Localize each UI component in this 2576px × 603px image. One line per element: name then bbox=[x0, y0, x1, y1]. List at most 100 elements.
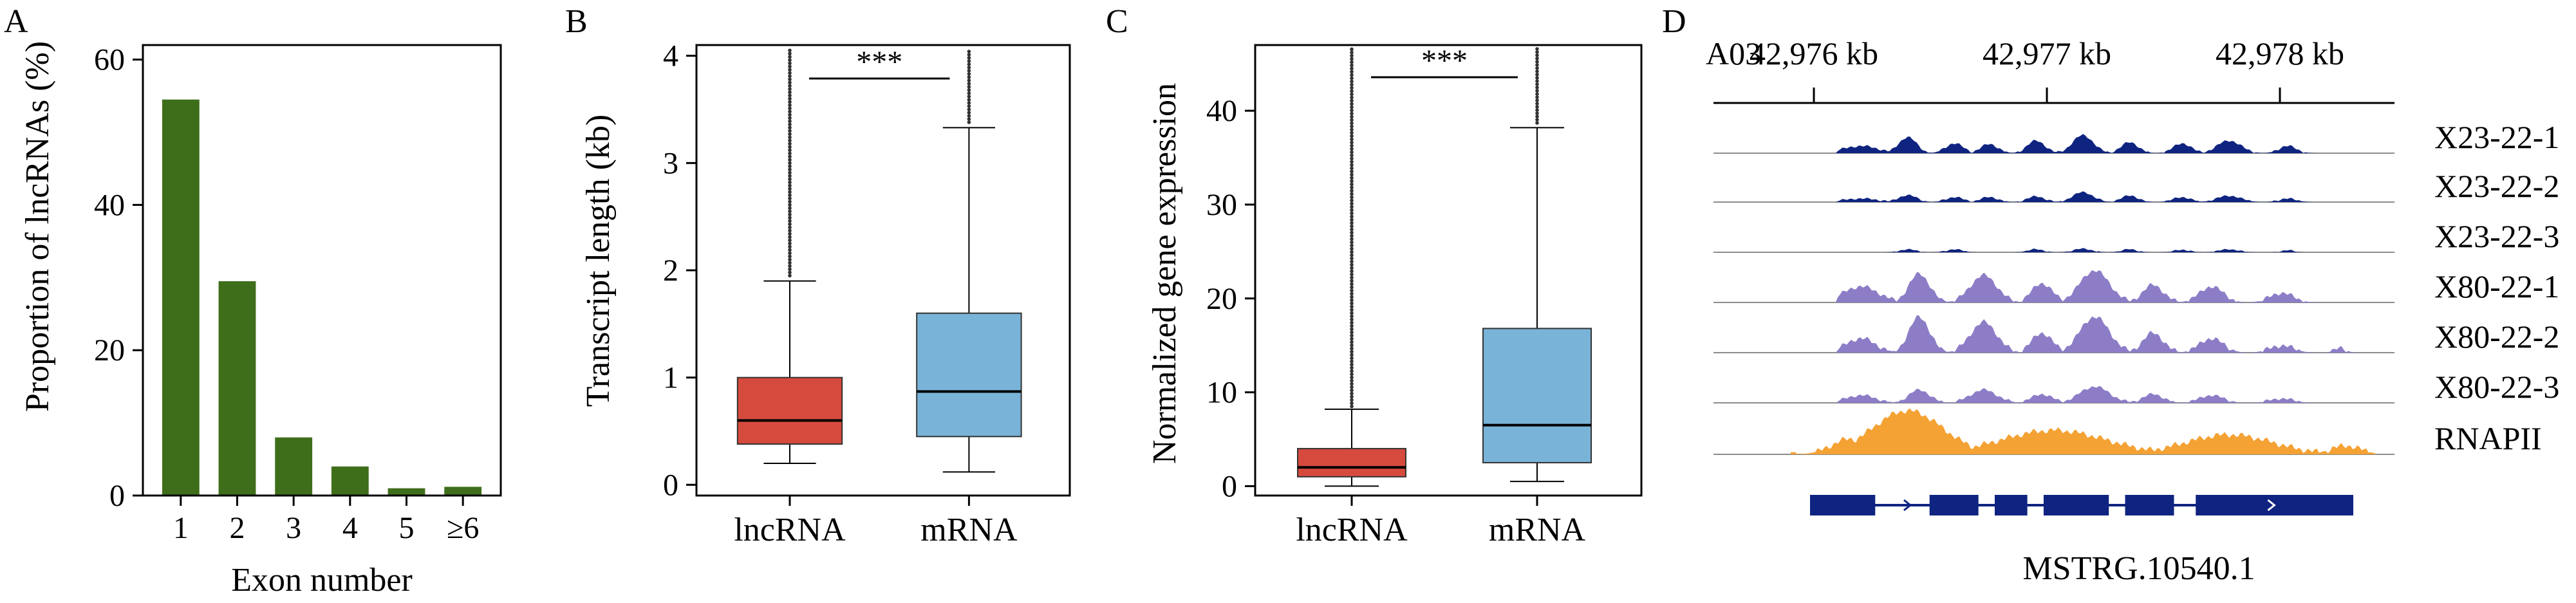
outlier-point bbox=[788, 116, 792, 120]
outlier-point bbox=[1350, 369, 1354, 373]
track-label: X23-22-1 bbox=[2434, 119, 2559, 155]
outlier-point bbox=[1535, 73, 1539, 77]
x-tick-label: 3 bbox=[286, 511, 301, 545]
outlier-point bbox=[1350, 324, 1354, 328]
box-lncrna bbox=[1298, 449, 1406, 477]
outlier-point bbox=[1535, 82, 1539, 86]
ruler-ticks: 42,976 kb 42,977 kb 42,978 kb bbox=[1750, 35, 2344, 103]
outlier-point bbox=[1350, 80, 1354, 84]
y-tick-label: 3 bbox=[663, 146, 678, 180]
significance-b: *** bbox=[809, 45, 949, 79]
y-tick-label: 20 bbox=[94, 333, 125, 367]
outlier-point bbox=[1350, 96, 1354, 100]
outlier-point bbox=[1350, 138, 1354, 142]
outlier-point bbox=[967, 88, 971, 92]
track-signal bbox=[1791, 409, 2375, 455]
outlier-point bbox=[788, 242, 792, 246]
ruler-tick-label: 42,978 kb bbox=[2216, 35, 2344, 71]
outlier-point bbox=[1350, 363, 1354, 367]
outlier-point bbox=[1535, 76, 1539, 80]
outlier-point bbox=[788, 226, 792, 230]
track-label: RNAPII bbox=[2434, 420, 2542, 456]
outlier-point bbox=[1535, 50, 1539, 54]
outlier-point bbox=[788, 268, 792, 272]
track-label: X80-22-2 bbox=[2434, 319, 2559, 355]
bar bbox=[331, 467, 369, 496]
track-label: X80-22-3 bbox=[2434, 369, 2559, 405]
outlier-point bbox=[788, 207, 792, 210]
outlier-point bbox=[967, 75, 971, 79]
outlier-point bbox=[1350, 337, 1354, 341]
outlier-point bbox=[1350, 109, 1354, 113]
y-tick-label: 20 bbox=[1206, 282, 1237, 316]
outlier-point bbox=[1535, 79, 1539, 83]
outlier-point bbox=[1350, 67, 1354, 71]
y-tick-label: 40 bbox=[94, 188, 125, 222]
outlier-point bbox=[1350, 218, 1354, 222]
outlier-point bbox=[1350, 186, 1354, 190]
outlier-point bbox=[1350, 373, 1354, 376]
outlier-point bbox=[788, 133, 792, 136]
outlier-point bbox=[1350, 135, 1354, 138]
outlier-point bbox=[1535, 60, 1539, 64]
gene-exon bbox=[1995, 495, 2028, 515]
outlier-point bbox=[788, 190, 792, 194]
outlier-point bbox=[1535, 98, 1539, 102]
outlier-point bbox=[1350, 263, 1354, 267]
outlier-point bbox=[788, 252, 792, 255]
outlier-point bbox=[788, 126, 792, 130]
outlier-point bbox=[1350, 250, 1354, 254]
outlier-point bbox=[1350, 160, 1354, 164]
outlier-point bbox=[967, 107, 971, 111]
outlier-point bbox=[788, 255, 792, 259]
outlier-point bbox=[1350, 183, 1354, 187]
outlier-point bbox=[967, 111, 971, 115]
outlier-point bbox=[1350, 228, 1354, 232]
outlier-point bbox=[967, 56, 971, 60]
outlier-point bbox=[1350, 270, 1354, 274]
outlier-point bbox=[967, 91, 971, 95]
outlier-point bbox=[788, 213, 792, 217]
outlier-point bbox=[1350, 273, 1354, 277]
outlier-point bbox=[1350, 48, 1354, 51]
gene-exon bbox=[2044, 495, 2109, 515]
signal-tracks: X23-22-1X23-22-2X23-22-3X80-22-1X80-22-2… bbox=[1713, 119, 2559, 456]
outlier-point bbox=[1535, 63, 1539, 67]
panel-letter-b: B bbox=[565, 3, 588, 40]
x-tick-label: mRNA bbox=[1489, 512, 1586, 548]
outlier-point bbox=[1350, 347, 1354, 351]
outlier-point bbox=[788, 216, 792, 220]
outlier-point bbox=[1350, 154, 1354, 158]
outlier-point bbox=[1350, 128, 1354, 132]
outlier-point bbox=[967, 53, 971, 57]
gene-name-label: MSTRG.10540.1 bbox=[2022, 550, 2255, 587]
outlier-point bbox=[788, 123, 792, 127]
outlier-point bbox=[1350, 376, 1354, 380]
outlier-point bbox=[1350, 125, 1354, 129]
outlier-point bbox=[1350, 112, 1354, 116]
outlier-point bbox=[1350, 225, 1354, 228]
track-signal bbox=[1791, 134, 2375, 153]
outlier-point bbox=[788, 65, 792, 69]
outlier-point bbox=[1535, 121, 1539, 125]
outlier-point bbox=[1350, 199, 1354, 203]
outlier-point bbox=[1350, 311, 1354, 315]
box-lncrna bbox=[738, 378, 842, 444]
outlier-point bbox=[788, 129, 792, 133]
outlier-point bbox=[788, 264, 792, 268]
gene-model bbox=[1810, 495, 2353, 515]
x-axis-label-a: Exon number bbox=[231, 562, 413, 598]
outlier-point bbox=[1350, 302, 1354, 306]
outlier-point bbox=[1350, 60, 1354, 64]
outlier-point bbox=[967, 72, 971, 76]
outlier-point bbox=[788, 104, 792, 107]
x-tick-label: 4 bbox=[342, 511, 358, 545]
significance-c: *** bbox=[1371, 44, 1518, 78]
outlier-point bbox=[1350, 260, 1354, 264]
outlier-point bbox=[788, 171, 792, 175]
track-signal bbox=[1791, 386, 2375, 403]
outlier-point bbox=[1350, 331, 1354, 335]
y-ticks-b: 01234 bbox=[663, 39, 696, 503]
outlier-point bbox=[1350, 340, 1354, 344]
outlier-point bbox=[1350, 244, 1354, 248]
